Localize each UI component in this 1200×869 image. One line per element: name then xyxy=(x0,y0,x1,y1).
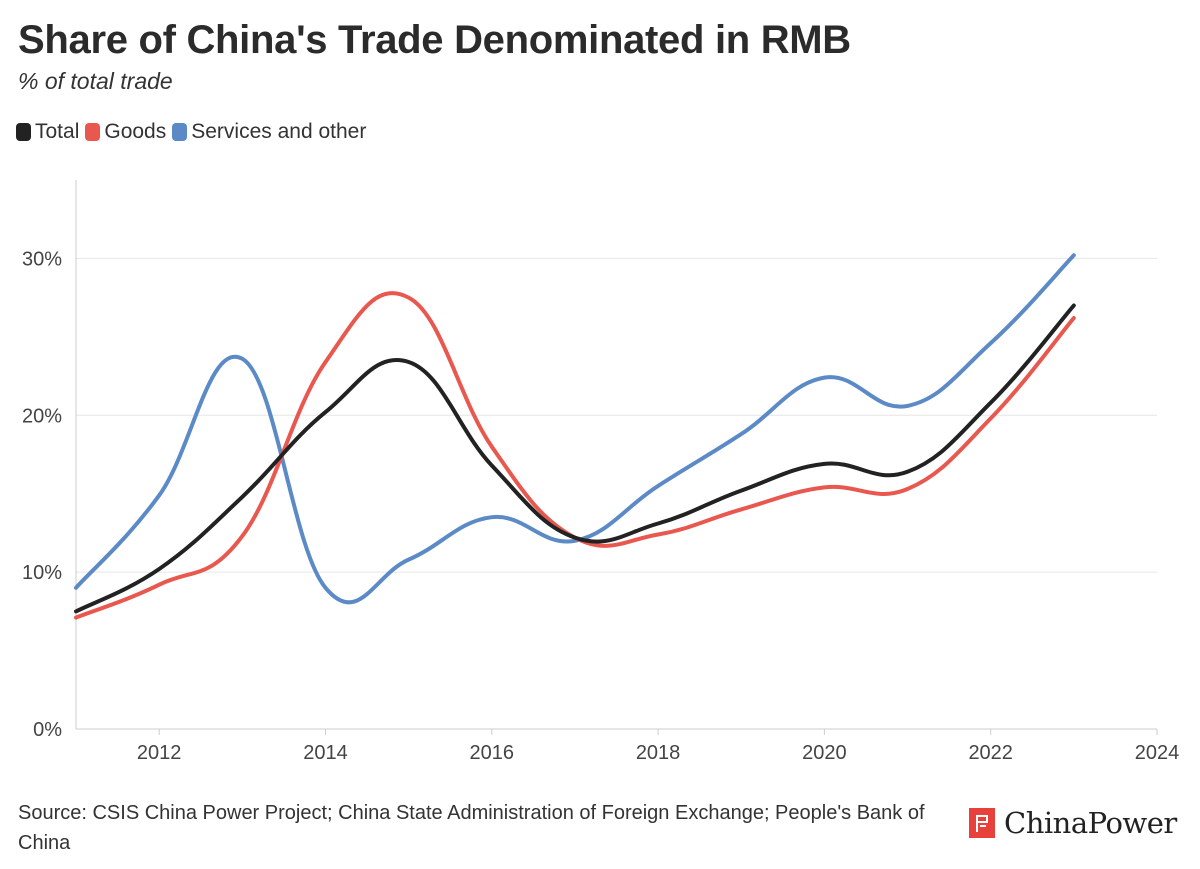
series-lines xyxy=(74,253,1076,620)
x-tick-label: 2018 xyxy=(636,742,681,764)
x-tick-label: 2014 xyxy=(303,742,348,764)
legend: Total Goods Services and other xyxy=(16,120,372,144)
legend-label-goods: Goods xyxy=(104,120,167,143)
y-tick-label: 10% xyxy=(22,562,62,584)
x-tick-label: 2020 xyxy=(802,742,847,764)
legend-item-goods: Goods xyxy=(85,120,166,144)
legend-swatch-services xyxy=(172,123,188,141)
y-tick-label: 0% xyxy=(33,719,62,741)
x-tick-label: 2024 xyxy=(1135,742,1180,764)
legend-swatch-goods xyxy=(85,123,101,141)
legend-item-total: Total xyxy=(16,120,79,144)
legend-item-services: Services and other xyxy=(172,120,366,144)
series-line-total xyxy=(74,303,1076,614)
logo-text: ChinaPower xyxy=(1004,806,1177,840)
chart-subtitle: % of total trade xyxy=(18,68,173,94)
chinapower-logo: ChinaPower xyxy=(969,806,1177,840)
y-tick-label: 30% xyxy=(22,248,62,270)
axes xyxy=(75,180,1158,735)
x-tick-label: 2022 xyxy=(968,742,1013,764)
chart-title: Share of China's Trade Denominated in RM… xyxy=(18,18,851,62)
legend-label-services: Services and other xyxy=(191,120,367,143)
series-line-goods xyxy=(74,291,1076,620)
tick-labels: 0% 10% 20% 30% 2012 2014 2016 2018 2020 2022 2024 xyxy=(22,248,1179,764)
x-tick-label: 2016 xyxy=(470,742,515,764)
legend-swatch-total xyxy=(16,123,31,141)
chinapower-logo-icon xyxy=(969,808,995,838)
legend-label-total: Total xyxy=(35,120,80,143)
x-tick-label: 2012 xyxy=(137,742,182,764)
y-tick-label: 20% xyxy=(22,405,62,427)
source-note: Source: CSIS China Power Project; China … xyxy=(18,802,925,854)
series-line-services-and-other xyxy=(74,253,1076,605)
